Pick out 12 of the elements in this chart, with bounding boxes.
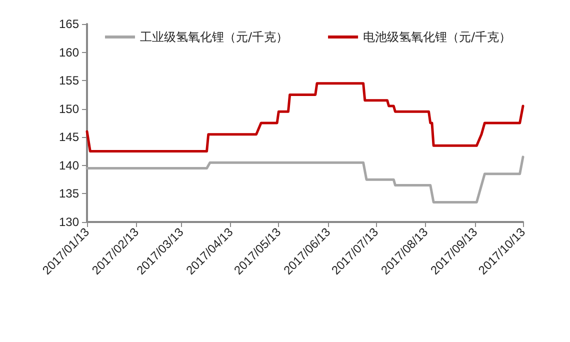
y-tick-label: 135 [58, 186, 80, 201]
y-tick-label: 140 [58, 158, 80, 172]
y-tick-label: 165 [58, 17, 80, 31]
y-tick-label: 155 [58, 74, 80, 88]
y-tick-label: 145 [58, 130, 80, 144]
line-series [86, 156, 524, 204]
legend-label: 工业级氢氧化锂（元/千克） [140, 30, 288, 44]
y-tick-label: 150 [58, 102, 80, 116]
y-tick-label: 130 [58, 215, 80, 229]
legend-label: 电池级氢氧化锂（元/千克） [363, 30, 512, 44]
y-tick-label: 160 [58, 45, 80, 60]
line-series [86, 82, 524, 153]
